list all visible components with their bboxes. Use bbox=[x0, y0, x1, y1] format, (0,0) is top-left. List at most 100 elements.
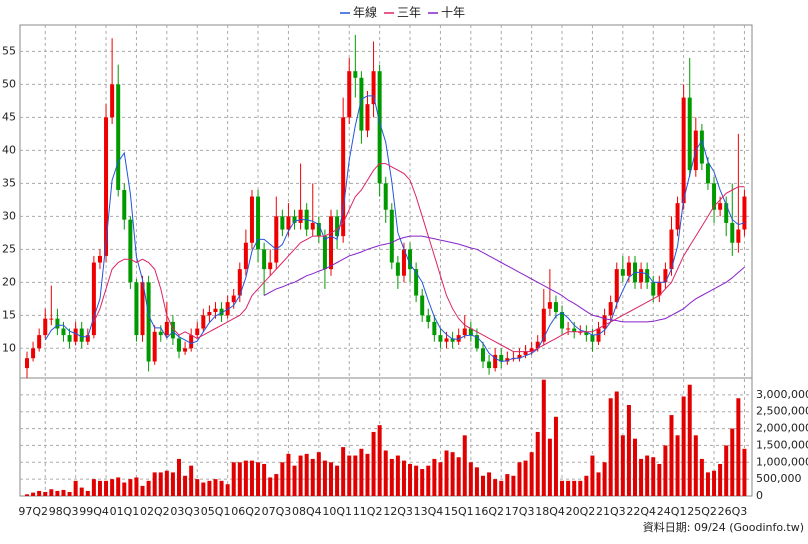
volume-bar bbox=[730, 428, 735, 496]
candle-body bbox=[456, 335, 461, 342]
candle-body bbox=[128, 219, 133, 283]
volume-bar bbox=[164, 470, 169, 496]
volume-bar bbox=[335, 465, 340, 496]
candle-body bbox=[687, 97, 692, 171]
x-tick-label: 10Q1 bbox=[322, 505, 352, 518]
candle-body bbox=[395, 262, 400, 276]
candle-body bbox=[450, 338, 455, 342]
candle-body bbox=[657, 282, 662, 296]
x-tick-label: 03Q3 bbox=[170, 505, 200, 518]
candle-body bbox=[474, 335, 479, 349]
volume-bar bbox=[657, 463, 662, 496]
volume-bar bbox=[511, 475, 516, 496]
candle-body bbox=[249, 196, 254, 243]
volume-bar bbox=[712, 470, 717, 496]
volume-bar bbox=[353, 455, 358, 496]
candle-body bbox=[414, 269, 419, 296]
volume-bar bbox=[572, 480, 577, 496]
x-tick-label: 17Q3 bbox=[505, 505, 535, 518]
volume-bar bbox=[553, 416, 558, 496]
candle-body bbox=[110, 84, 115, 118]
candle-body bbox=[43, 318, 48, 336]
volume-bar bbox=[73, 480, 78, 496]
volume-bar bbox=[663, 445, 668, 496]
volume-bar bbox=[529, 452, 534, 496]
candle-body bbox=[189, 335, 194, 349]
volume-bar bbox=[481, 475, 485, 496]
moving-average-line bbox=[44, 95, 745, 363]
volume-bar bbox=[195, 479, 200, 496]
volume-bar bbox=[140, 485, 145, 496]
volume-bar bbox=[189, 465, 194, 496]
candle-body bbox=[353, 71, 358, 78]
volume-bar bbox=[37, 490, 42, 496]
candle-body bbox=[681, 97, 686, 204]
volume-bar bbox=[736, 398, 741, 496]
x-tick-label: 21Q3 bbox=[596, 505, 626, 518]
candle-body bbox=[553, 302, 558, 313]
volume-bar bbox=[61, 489, 66, 496]
volume-bar bbox=[365, 453, 370, 496]
candle-body bbox=[365, 104, 370, 131]
candle-body bbox=[462, 328, 467, 336]
volume-bar bbox=[268, 477, 273, 496]
candle-body bbox=[493, 354, 498, 369]
volume-bar bbox=[408, 463, 413, 496]
x-tick-label: 22Q4 bbox=[626, 505, 656, 518]
volume-bar bbox=[633, 438, 637, 496]
volume-bar bbox=[389, 458, 394, 496]
volume-bar bbox=[651, 457, 656, 496]
volume-bar bbox=[128, 479, 133, 496]
candle-body bbox=[25, 358, 29, 369]
x-tick-label: 08Q4 bbox=[292, 505, 322, 518]
volume-bar bbox=[43, 491, 48, 496]
volume-bar bbox=[590, 455, 595, 496]
volume-bar bbox=[578, 480, 583, 496]
y-tick-label: 30 bbox=[2, 209, 16, 222]
candle-body bbox=[602, 315, 607, 329]
candle-body bbox=[140, 282, 145, 336]
x-tick-label: 07Q3 bbox=[262, 505, 292, 518]
volume-bar bbox=[31, 492, 36, 496]
y-tick-label: 45 bbox=[2, 110, 16, 123]
y2-tick-label: 500,000 bbox=[756, 472, 802, 485]
candle-body bbox=[736, 229, 741, 243]
candle-body bbox=[274, 216, 279, 263]
volume-bar bbox=[541, 379, 546, 496]
volume-bar bbox=[645, 455, 650, 496]
volume-bar bbox=[681, 396, 686, 496]
y-tick-label: 10 bbox=[2, 341, 16, 354]
candle-body bbox=[335, 216, 340, 237]
volume-bar bbox=[560, 480, 565, 496]
volume-bar bbox=[487, 472, 492, 496]
y2-tick-label: 0 bbox=[756, 489, 763, 502]
candle-body bbox=[639, 269, 644, 283]
volume-bar bbox=[517, 462, 522, 496]
volume-bar bbox=[742, 448, 747, 496]
candle-body bbox=[347, 71, 352, 118]
x-tick-label: 20Q2 bbox=[566, 505, 596, 518]
candle-body bbox=[438, 335, 443, 342]
y2-tick-label: 1,500,000 bbox=[756, 438, 808, 451]
volume-bar bbox=[286, 453, 291, 496]
volume-bar bbox=[177, 458, 181, 496]
x-tick-label: 97Q2 bbox=[18, 505, 48, 518]
volume-bar bbox=[693, 435, 698, 496]
candle-body bbox=[292, 216, 297, 223]
candle-body bbox=[122, 189, 127, 220]
volume-bar bbox=[499, 480, 504, 496]
candle-body bbox=[377, 71, 382, 184]
volume-bar bbox=[584, 475, 589, 496]
candle-body bbox=[675, 203, 680, 230]
x-tick-label: 18Q4 bbox=[535, 505, 565, 518]
x-tick-label: 02Q2 bbox=[140, 505, 170, 518]
x-tick-label: 26Q3 bbox=[718, 505, 748, 518]
volume-bar bbox=[468, 462, 473, 496]
volume-bar bbox=[341, 447, 346, 496]
candle-body bbox=[91, 262, 96, 336]
volume-bar bbox=[474, 467, 479, 496]
candle-body bbox=[310, 222, 315, 230]
candle-body bbox=[535, 341, 540, 349]
volume-bar bbox=[85, 490, 90, 496]
volume-bar bbox=[170, 472, 175, 496]
